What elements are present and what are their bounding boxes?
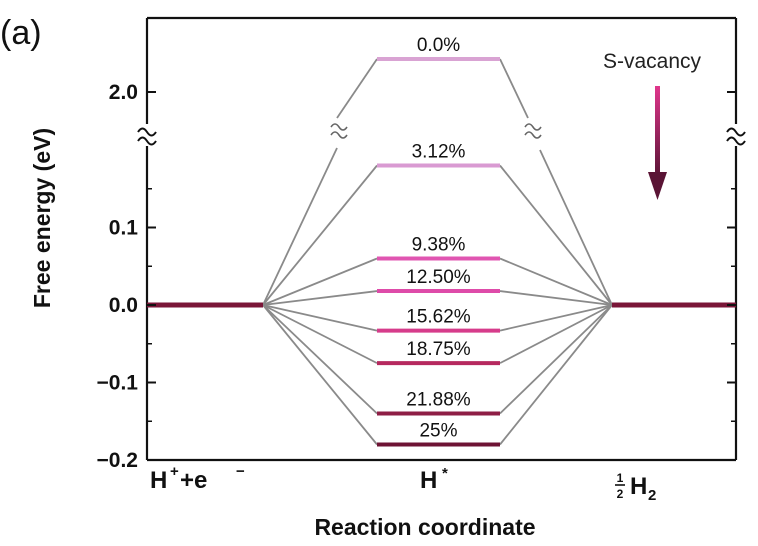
energy-level-label: 25% [419, 421, 457, 442]
connector-break-left [330, 131, 348, 139]
connector-line [499, 304, 613, 332]
connector-line [262, 304, 378, 332]
y-tick-label: 0.0 [109, 294, 138, 317]
x-category-initial-sup2: − [236, 463, 245, 480]
x-category-intermediate-sup: * [442, 465, 448, 482]
connector-line [262, 257, 378, 306]
connector-line [262, 164, 378, 306]
y-tick-label: −0.1 [97, 372, 139, 395]
connector-line [539, 149, 613, 306]
y-tick-label-break: 2.0 [109, 81, 138, 104]
connector-line [499, 164, 613, 306]
s-vacancy-label: S-vacancy [603, 50, 702, 73]
connector-line [262, 304, 378, 446]
energy-level-label: 9.38% [412, 235, 466, 256]
connector-break-left [330, 123, 348, 131]
energy-levels: 0.0% 3.12% 9.38% 12.50% 15.62% 18.75% 21.88% 25… [147, 35, 736, 447]
connector-line [336, 58, 378, 119]
energy-level-label: 3.12% [412, 142, 466, 163]
connector-break-right [524, 131, 542, 139]
energy-level-label: 15.62% [406, 307, 471, 328]
energy-level-label: 18.75% [406, 339, 471, 360]
axis-breaks [137, 123, 746, 146]
x-category-initial-sup: + [170, 463, 179, 480]
x-category-initial-rest: +e [180, 467, 207, 494]
connector-line [262, 304, 378, 415]
energy-level-label: 21.88% [406, 390, 471, 411]
x-category-final: H [630, 473, 647, 500]
x-categories: H + +e − H * 12 H 2 [150, 463, 656, 504]
connector-line [499, 58, 529, 119]
connector-line [262, 290, 378, 306]
x-axis-title: Reaction coordinate [314, 514, 535, 540]
x-category-final-frac-num: 1 [617, 471, 624, 485]
connector-line [499, 290, 613, 306]
axis-break-right [726, 136, 746, 146]
axis-break-left [137, 127, 157, 137]
connector-line [499, 304, 613, 446]
x-category-final-sub: 2 [648, 487, 656, 504]
connector-lines [262, 58, 613, 446]
axis-break-left [137, 136, 157, 146]
x-category-intermediate: H [420, 467, 437, 494]
connector-break-right [524, 123, 542, 131]
y-axis: −0.2 −0.1 0.0 0.1 2.0 [97, 81, 736, 472]
y-tick-label: 0.1 [109, 217, 139, 240]
x-category-final-frac-den: 2 [617, 487, 624, 501]
panel-label: (a) [0, 14, 42, 52]
s-vacancy-arrow-shaft [655, 86, 660, 176]
y-tick-label: −0.2 [97, 449, 138, 472]
x-category-initial: H [150, 467, 167, 494]
energy-level-label: 12.50% [406, 267, 471, 288]
energy-level-label: 0.0% [417, 35, 460, 56]
connector-line [262, 304, 378, 364]
connector-line [262, 147, 338, 306]
axis-break-right [726, 127, 746, 137]
y-axis-title: Free energy (eV) [29, 128, 55, 308]
connector-line [499, 304, 613, 364]
s-vacancy-annotation: S-vacancy [603, 50, 702, 200]
connector-line [499, 257, 613, 306]
connector-line [499, 304, 613, 415]
s-vacancy-arrow-head [648, 172, 667, 200]
